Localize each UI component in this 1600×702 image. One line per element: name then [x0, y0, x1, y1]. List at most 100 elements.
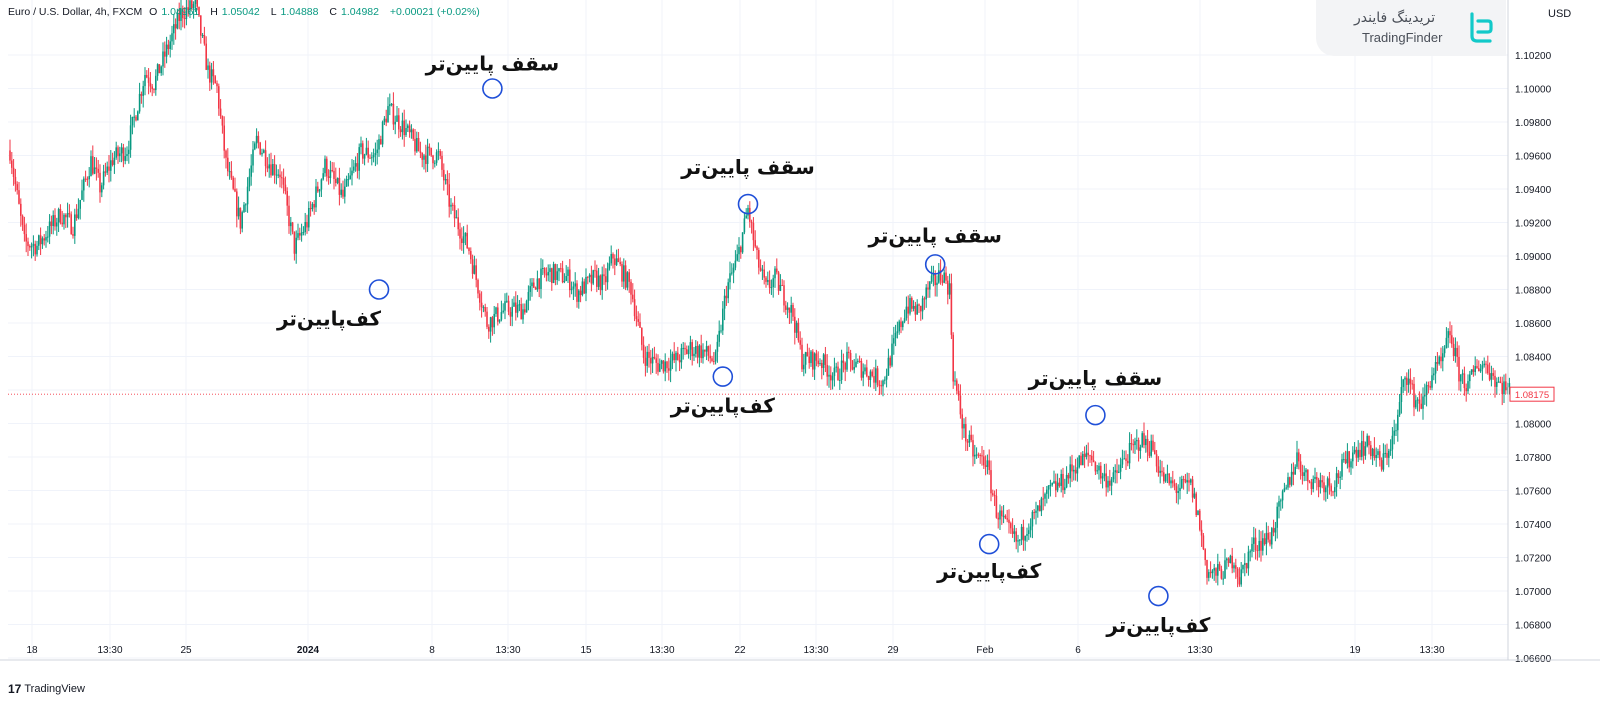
candle [1479, 363, 1482, 373]
candle [419, 141, 422, 159]
candle [641, 327, 643, 351]
candle [686, 345, 688, 355]
candle [466, 224, 468, 250]
candle [1060, 469, 1062, 493]
candle [543, 267, 546, 278]
candle [774, 266, 776, 288]
candle [1096, 464, 1098, 475]
candle [335, 167, 337, 187]
candle [623, 258, 625, 289]
candle [779, 274, 782, 292]
candle [374, 142, 377, 167]
candle [794, 308, 796, 345]
candle [462, 226, 465, 254]
candle [1290, 463, 1293, 487]
candle [1235, 558, 1237, 579]
candle [900, 317, 902, 334]
candle [104, 162, 107, 177]
candle [113, 151, 116, 174]
candle [578, 289, 580, 309]
candle [590, 265, 593, 292]
candle [947, 275, 949, 305]
candle [822, 353, 825, 376]
candle [227, 148, 229, 177]
candle [151, 83, 153, 97]
candle [1114, 464, 1116, 484]
candle [1083, 446, 1086, 468]
y-tick-label: 1.09400 [1515, 185, 1552, 196]
candle [660, 359, 663, 370]
candle [828, 365, 830, 388]
candle [93, 156, 96, 175]
candle [353, 159, 355, 174]
candle [223, 116, 225, 159]
candle [245, 203, 247, 213]
candle [407, 123, 409, 133]
candle [927, 281, 929, 298]
candle [338, 167, 341, 206]
candle [457, 208, 459, 236]
last-price-label: 1.08175 [1515, 390, 1549, 401]
candle [277, 169, 279, 179]
candle [696, 341, 699, 364]
candle [1067, 472, 1070, 484]
tradingview-brand[interactable]: 17 TradingView [8, 682, 85, 696]
candle [1299, 454, 1302, 480]
candle [561, 260, 564, 284]
candle [138, 82, 141, 114]
candle [329, 160, 332, 184]
candle [39, 227, 42, 256]
candle [344, 178, 346, 204]
candle [1317, 477, 1320, 498]
candle [1078, 454, 1080, 469]
candle [1195, 491, 1197, 518]
candle [803, 353, 805, 377]
candle [830, 366, 832, 391]
candle [1465, 383, 1467, 402]
candle [1218, 561, 1221, 571]
candle [1283, 482, 1286, 493]
candle [450, 198, 452, 215]
y-tick-label: 1.08800 [1515, 286, 1552, 297]
candle [390, 102, 393, 107]
candle [799, 331, 801, 350]
candle [635, 305, 638, 327]
candle [770, 279, 773, 296]
candle [1337, 469, 1340, 484]
candle [628, 268, 630, 293]
candle [191, 0, 193, 11]
currency-label[interactable]: USD [1548, 8, 1572, 20]
candle [669, 349, 672, 383]
candle [1445, 327, 1448, 349]
candle [1172, 470, 1174, 488]
y-tick-label: 1.07600 [1515, 487, 1552, 498]
candle [1119, 457, 1122, 480]
candle [513, 296, 515, 307]
candle [831, 372, 834, 390]
candle [255, 128, 258, 149]
candle [781, 279, 783, 286]
candle [806, 343, 809, 357]
candle [741, 232, 744, 254]
candle [680, 343, 683, 369]
candle [693, 346, 695, 362]
candle [273, 155, 276, 184]
candle [997, 512, 999, 529]
candle [1287, 472, 1289, 490]
candle [1359, 442, 1361, 461]
candle [597, 267, 600, 290]
candle [790, 296, 792, 324]
candle [180, 0, 182, 31]
y-tick-label: 1.08400 [1515, 353, 1552, 364]
candle [1271, 526, 1273, 549]
candle [848, 346, 850, 359]
candle [673, 342, 675, 364]
candle [1470, 369, 1473, 375]
candle [1431, 367, 1433, 391]
candle [1425, 381, 1428, 407]
candle [1427, 381, 1430, 394]
candle [1314, 467, 1316, 484]
candle [1397, 409, 1399, 442]
candle [270, 152, 272, 178]
